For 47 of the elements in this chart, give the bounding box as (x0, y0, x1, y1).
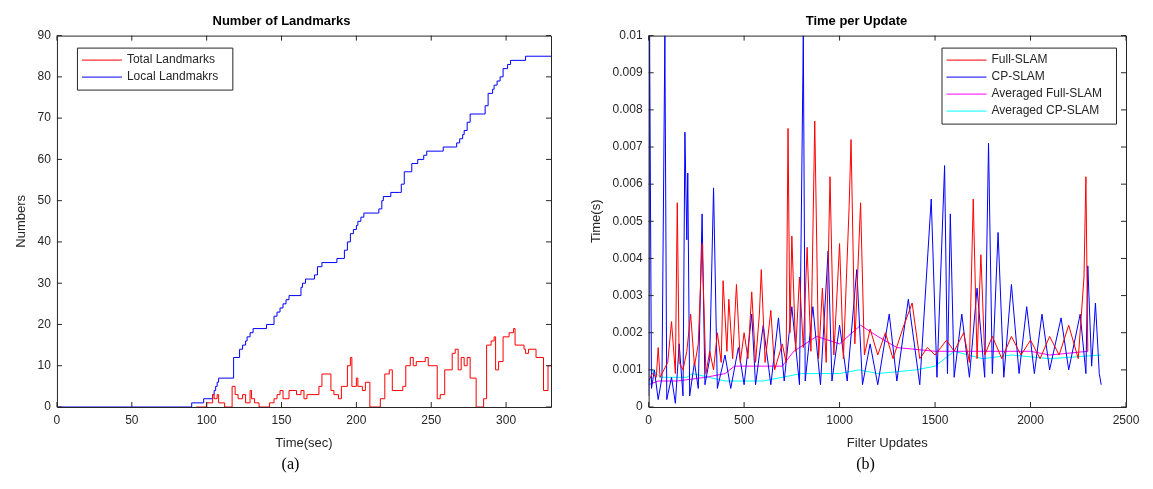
legend-label: Local Landmakrs (126, 69, 219, 84)
y-tick-label: 0.008 (612, 102, 643, 117)
y-tick-label: 0 (635, 399, 643, 414)
legend-label: CP-SLAM (991, 69, 1045, 84)
x-tick-label: 2500 (1112, 412, 1140, 427)
chart-title: Number of Landmarks (212, 13, 351, 29)
y-tick-label: 10 (37, 358, 52, 373)
y-tick-label: 60 (37, 151, 52, 166)
y-tick-label: 80 (37, 69, 52, 84)
x-tick-label: 200 (346, 412, 367, 427)
x-tick-label: 500 (734, 412, 755, 427)
y-tick-label: 0.006 (612, 176, 643, 191)
legend-label: Full-SLAM (991, 52, 1048, 67)
x-tick-label: 150 (271, 412, 292, 427)
x-tick-label: 2000 (1017, 412, 1045, 427)
chart-title: Time per Update (805, 13, 908, 29)
y-tick-label: 0 (44, 399, 52, 414)
legend-label: Total Landmarks (126, 52, 215, 67)
y-tick-label: 0.002 (612, 325, 643, 340)
x-tick-label: 0 (645, 412, 653, 427)
text: (a) (281, 455, 300, 473)
y-tick-label: 50 (37, 192, 52, 207)
legend-label: Averaged Full-SLAM (991, 86, 1102, 101)
x-tick-label: 1000 (826, 412, 854, 427)
y-tick-label: 0.003 (612, 287, 643, 302)
y-tick-label: 0.001 (612, 362, 643, 377)
text: (b) (856, 455, 875, 473)
x-axis-title: Time(sec) (275, 434, 333, 450)
x-tick-label: 250 (421, 412, 442, 427)
y-axis-title: Numbers (13, 194, 29, 248)
x-tick-label: 300 (496, 412, 517, 427)
y-tick-label: 30 (37, 275, 52, 290)
x-tick-label: 1500 (921, 412, 949, 427)
y-tick-label: 70 (37, 110, 52, 125)
y-tick-label: 0.009 (612, 65, 643, 80)
y-tick-label: 0.01 (619, 27, 643, 42)
y-axis-title: Time(s) (588, 199, 604, 244)
y-tick-label: 0.007 (612, 139, 643, 154)
x-axis-title: Filter Updates (846, 434, 929, 450)
y-tick-label: 90 (37, 27, 52, 42)
legend-label: Averaged CP-SLAM (991, 103, 1100, 118)
y-tick-label: 20 (37, 316, 52, 331)
y-tick-label: 0.004 (612, 250, 643, 265)
x-tick-label: 50 (125, 412, 139, 427)
y-tick-label: 0.005 (612, 213, 643, 228)
x-tick-label: 100 (196, 412, 217, 427)
y-tick-label: 40 (37, 234, 52, 249)
